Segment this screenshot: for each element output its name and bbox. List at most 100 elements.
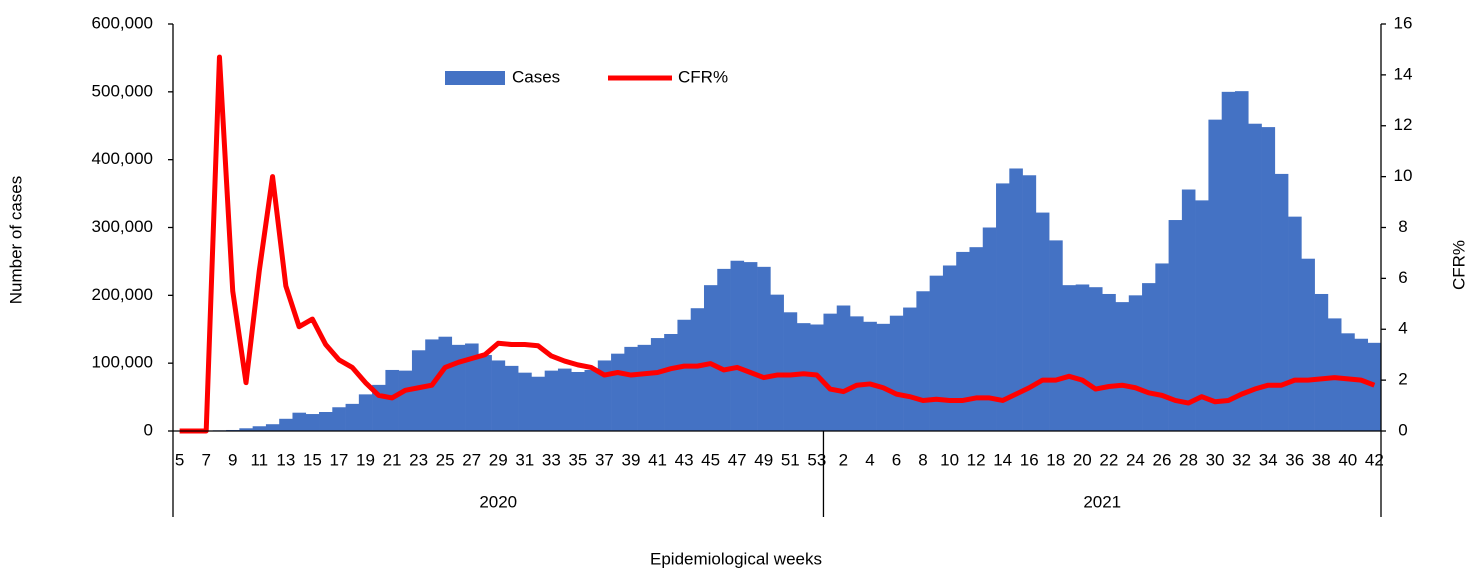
- bar: [770, 294, 784, 431]
- x-tick-label: 21: [383, 450, 402, 469]
- x-tick-label: 22: [1099, 450, 1118, 469]
- bar: [1274, 173, 1289, 431]
- bar: [1102, 293, 1116, 431]
- bar: [969, 247, 984, 431]
- y2-tick-label: 8: [1398, 217, 1407, 236]
- bar: [465, 343, 479, 431]
- bar: [1009, 168, 1023, 432]
- y2-tick-label: 6: [1398, 268, 1407, 287]
- x-tick-label: 19: [356, 450, 375, 469]
- bar: [611, 353, 625, 431]
- bar: [1301, 258, 1315, 431]
- x-tick-label: 34: [1259, 450, 1278, 469]
- x-tick-label: 45: [701, 450, 720, 469]
- bar: [1288, 216, 1302, 431]
- bar: [1155, 263, 1169, 431]
- line: [179, 54, 1376, 434]
- bar: [385, 369, 399, 431]
- bar: [319, 412, 333, 431]
- y-tick-label: 300,000: [92, 217, 153, 236]
- bar: [942, 265, 957, 431]
- bar: [916, 291, 930, 431]
- y2-tick-label: 12: [1394, 115, 1413, 134]
- bar: [345, 403, 360, 431]
- x-tick-label: 49: [754, 450, 773, 469]
- bar: [1062, 285, 1076, 431]
- x-axis-title: Epidemiological weeks: [650, 549, 822, 568]
- x-tick-label: 41: [648, 450, 667, 469]
- y-tick-label: 600,000: [92, 13, 153, 32]
- bar: [1075, 284, 1090, 431]
- x-tick-label: 20: [1073, 450, 1092, 469]
- x-tick-label: 7: [201, 450, 210, 469]
- x-tick-label: 11: [250, 450, 268, 469]
- x-tick-label: 43: [675, 450, 694, 469]
- x-tick-label: 51: [781, 450, 800, 469]
- bar: [664, 333, 678, 431]
- bar: [451, 344, 466, 431]
- bar: [863, 321, 877, 431]
- x-tick-label: 42: [1365, 450, 1384, 469]
- y-tick-label: 400,000: [92, 149, 153, 168]
- bar: [398, 370, 413, 431]
- bar: [518, 372, 532, 431]
- x-tick-label: 18: [1046, 450, 1065, 469]
- x-tick-label: 40: [1338, 450, 1357, 469]
- bar: [1168, 220, 1183, 431]
- bar: [1367, 342, 1382, 431]
- x-tick-label: 39: [622, 450, 641, 469]
- bar: [637, 344, 652, 431]
- bar: [1208, 119, 1223, 432]
- x-tick-label: 31: [515, 450, 534, 469]
- x-tick-label: 6: [892, 450, 901, 469]
- bar: [584, 369, 599, 431]
- x-tick-label: 17: [329, 450, 348, 469]
- bar: [996, 183, 1010, 431]
- legend-label: Cases: [512, 67, 560, 86]
- bar: [557, 368, 572, 431]
- y-tick-label: 100,000: [92, 353, 153, 372]
- x-tick-label: 9: [228, 450, 237, 469]
- bar: [1248, 123, 1262, 431]
- bar: [677, 319, 692, 431]
- bar: [279, 418, 293, 431]
- x-tick-label: 15: [303, 450, 322, 469]
- bar: [1115, 302, 1130, 431]
- y2-tick-label: 4: [1398, 319, 1407, 338]
- bar: [332, 407, 346, 431]
- legend-swatch: [445, 71, 505, 85]
- x-tick-label: 32: [1232, 450, 1251, 469]
- bar: [956, 251, 970, 431]
- bar: [1035, 212, 1050, 431]
- bar: [531, 376, 545, 431]
- x-tick-label: 30: [1206, 450, 1225, 469]
- x-tick-label: 35: [568, 450, 587, 469]
- y2-tick-label: 2: [1398, 370, 1407, 389]
- bar: [411, 350, 426, 431]
- bar: [1142, 283, 1156, 431]
- bar: [982, 227, 997, 431]
- bar: [757, 266, 771, 431]
- bar: [889, 315, 904, 431]
- bar: [1128, 295, 1143, 431]
- y2-tick-label: 14: [1394, 64, 1413, 83]
- y2-axis-title: CFR%: [1449, 240, 1468, 290]
- y2-tick-label: 0: [1398, 420, 1407, 439]
- bar: [850, 316, 864, 431]
- group-label: 2021: [1083, 492, 1121, 511]
- x-tick-label: 4: [865, 450, 874, 469]
- y-tick-label: 0: [144, 420, 153, 439]
- x-tick-label: 8: [918, 450, 927, 469]
- bar: [597, 360, 612, 431]
- bar: [491, 360, 506, 431]
- bar: [265, 424, 280, 431]
- bar: [292, 412, 307, 431]
- bar: [717, 268, 731, 431]
- bar: [796, 323, 811, 431]
- x-tick-label: 14: [993, 450, 1012, 469]
- y-axis-title: Number of cases: [6, 176, 25, 305]
- x-tick-label: 27: [462, 450, 481, 469]
- x-tick-label: 10: [940, 450, 959, 469]
- bar: [438, 336, 453, 431]
- bar: [1314, 293, 1329, 431]
